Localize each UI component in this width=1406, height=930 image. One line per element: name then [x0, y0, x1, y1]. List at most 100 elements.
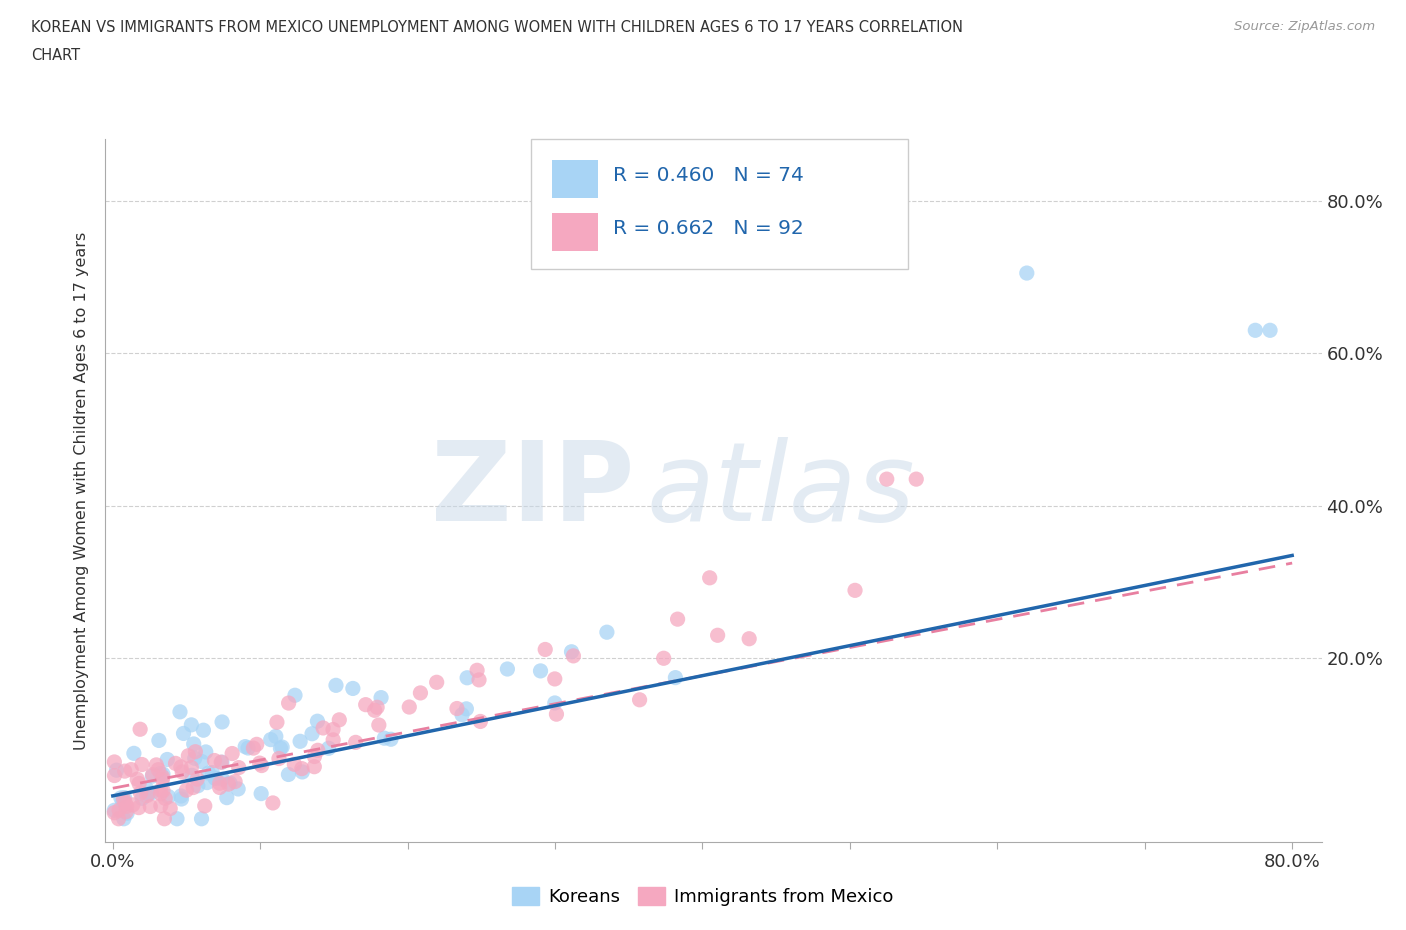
- Point: [105, 763, 128, 777]
- Point: [370, 690, 392, 705]
- Point: [266, 715, 288, 730]
- Point: [129, 786, 152, 801]
- Text: R = 0.460   N = 74: R = 0.460 N = 74: [613, 166, 803, 185]
- Point: [221, 746, 243, 761]
- Point: [176, 783, 198, 798]
- Point: [103, 754, 125, 769]
- Point: [136, 788, 159, 803]
- Point: [876, 472, 898, 486]
- Point: [186, 772, 208, 787]
- Point: [1015, 266, 1038, 281]
- Point: [177, 749, 200, 764]
- Point: [142, 767, 165, 782]
- Text: KOREAN VS IMMIGRANTS FROM MEXICO UNEMPLOYMENT AMONG WOMEN WITH CHILDREN AGES 6 T: KOREAN VS IMMIGRANTS FROM MEXICO UNEMPLO…: [31, 20, 963, 35]
- Point: [131, 757, 153, 772]
- Point: [152, 783, 174, 798]
- Point: [112, 811, 135, 826]
- Point: [110, 790, 132, 805]
- Point: [103, 803, 125, 817]
- FancyBboxPatch shape: [531, 140, 908, 270]
- Point: [157, 790, 180, 804]
- Point: [666, 612, 689, 627]
- Point: [148, 733, 170, 748]
- Point: [446, 701, 468, 716]
- Point: [173, 726, 195, 741]
- Point: [111, 794, 134, 809]
- Point: [277, 767, 299, 782]
- Point: [169, 704, 191, 719]
- Point: [114, 790, 136, 805]
- Point: [136, 787, 159, 802]
- Point: [204, 771, 226, 786]
- Point: [170, 789, 193, 804]
- Point: [738, 631, 761, 646]
- Point: [128, 776, 150, 790]
- Point: [409, 685, 432, 700]
- Point: [304, 749, 326, 764]
- Point: [322, 733, 344, 748]
- Point: [149, 783, 172, 798]
- Point: [236, 740, 259, 755]
- Point: [139, 799, 162, 814]
- Text: ZIP: ZIP: [432, 437, 634, 544]
- Point: [456, 671, 478, 685]
- Point: [699, 570, 721, 585]
- Point: [325, 678, 347, 693]
- Point: [380, 732, 402, 747]
- Point: [122, 746, 145, 761]
- Point: [180, 768, 202, 783]
- Point: [204, 753, 226, 768]
- Point: [141, 786, 163, 801]
- Point: [141, 769, 163, 784]
- Point: [496, 661, 519, 676]
- Point: [546, 707, 568, 722]
- Point: [277, 696, 299, 711]
- Point: [217, 777, 239, 791]
- Point: [905, 472, 928, 486]
- Point: [465, 663, 488, 678]
- Point: [544, 696, 567, 711]
- Point: [470, 714, 492, 729]
- Point: [267, 751, 290, 766]
- Point: [131, 790, 153, 805]
- Point: [211, 772, 233, 787]
- Point: [344, 735, 367, 750]
- Point: [211, 755, 233, 770]
- Point: [468, 672, 491, 687]
- Point: [112, 791, 135, 806]
- Point: [184, 744, 207, 759]
- Text: CHART: CHART: [31, 48, 80, 63]
- Point: [152, 766, 174, 781]
- Point: [269, 741, 291, 756]
- Point: [115, 805, 138, 820]
- Point: [307, 743, 329, 758]
- Point: [250, 786, 273, 801]
- Point: [249, 756, 271, 771]
- Point: [115, 799, 138, 814]
- Point: [844, 583, 866, 598]
- Bar: [551, 160, 598, 198]
- Legend: Koreans, Immigrants from Mexico: Koreans, Immigrants from Mexico: [505, 880, 901, 913]
- Point: [224, 774, 246, 789]
- Point: [211, 714, 233, 729]
- Point: [190, 754, 212, 769]
- Point: [246, 737, 269, 751]
- Point: [219, 776, 242, 790]
- Point: [451, 708, 474, 723]
- Point: [201, 765, 224, 780]
- Point: [149, 766, 172, 781]
- Point: [307, 713, 329, 728]
- Point: [242, 740, 264, 755]
- Point: [153, 811, 176, 826]
- Point: [194, 745, 217, 760]
- Point: [135, 781, 157, 796]
- Point: [120, 763, 142, 777]
- Point: [560, 644, 582, 659]
- Point: [129, 722, 152, 737]
- Point: [172, 764, 194, 779]
- Point: [373, 731, 395, 746]
- Point: [145, 757, 167, 772]
- Point: [342, 681, 364, 696]
- Point: [283, 757, 305, 772]
- Point: [103, 805, 125, 820]
